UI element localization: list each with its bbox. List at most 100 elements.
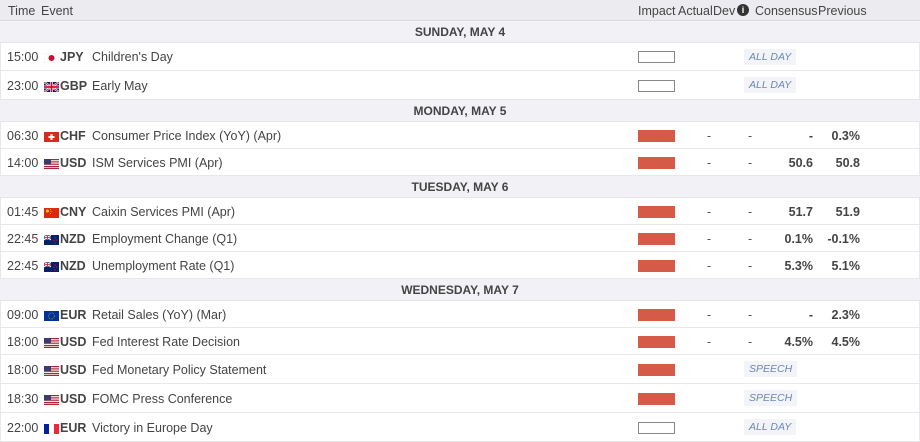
event-time: 15:00 [7,50,39,64]
currency: EUR [60,420,87,435]
event-row[interactable]: 18:30 USD FOMC Press Conference SPEECH [0,384,920,413]
consensus-value: 5.3% [784,258,814,273]
consensus-value: 50.6 [788,155,813,170]
event-name[interactable]: Retail Sales (YoY) (Mar) [92,307,227,322]
event-badge: ALL DAY [744,77,797,93]
day-header: TUESDAY, MAY 6 [0,176,920,198]
dev-value: - [748,155,753,170]
consensus-value: 4.5% [784,334,814,349]
event-name[interactable]: Children's Day [92,50,173,64]
event-name[interactable]: ISM Services PMI (Apr) [92,155,223,170]
actual-value: - [707,155,712,170]
event-name[interactable]: FOMC Press Conference [92,391,233,406]
currency: NZD [60,258,86,273]
event-time: 22:45 [7,231,39,246]
col-consensus: Consensus [755,4,818,18]
flag-usa-icon [44,337,59,348]
actual-value: - [707,231,712,246]
event-badge: SPEECH [744,390,798,406]
event-name[interactable]: Fed Interest Rate Decision [92,334,240,349]
event-row[interactable]: 06:30 CHF Consumer Price Index (YoY) (Ap… [0,122,920,149]
event-row[interactable]: 22:45 NZD Unemployment Rate (Q1) - - 5.3… [0,252,920,279]
dev-value: - [748,334,753,349]
event-time: 18:00 [7,362,39,377]
event-name[interactable]: Early May [92,78,148,93]
event-name[interactable]: Unemployment Rate (Q1) [92,258,235,273]
currency: USD [60,362,87,377]
flag-new-zealand-icon [43,234,59,245]
consensus-value: 51.7 [788,204,813,219]
flag-usa-icon [44,394,59,405]
previous-value: 51.9 [835,204,860,219]
currency: USD [60,155,87,170]
event-row[interactable]: 09:00 EUR Retail Sales (YoY) (Mar) - - -… [0,301,920,328]
event-time: 23:00 [7,78,39,93]
impact-high-indicator [638,335,675,348]
impact-none-indicator [638,421,675,434]
event-time: 14:00 [7,155,39,170]
event-badge: ALL DAY [744,419,797,435]
col-event: Event [41,4,73,18]
actual-value: - [707,128,712,143]
event-badge: SPEECH [744,361,798,377]
previous-value: 0.3% [831,128,861,143]
previous-value: 4.5% [831,334,861,349]
event-time: 18:30 [7,391,39,406]
actual-value: - [707,204,712,219]
day-header: MONDAY, MAY 5 [0,100,920,122]
currency: CHF [60,128,86,143]
event-name[interactable]: Caixin Services PMI (Apr) [92,204,236,219]
impact-high-indicator [638,392,675,405]
consensus-value: - [808,128,813,143]
event-row[interactable]: 18:00 USD Fed Interest Rate Decision - -… [0,328,920,355]
event-row[interactable]: 15:00 JPY Children's Day ALL DAY [0,43,920,71]
impact-none-indicator [638,79,675,92]
flag-japan-icon [43,52,60,64]
event-row[interactable]: 01:45 CNY Caixin Services PMI (Apr) - - … [0,198,920,225]
event-row[interactable]: 22:00 EUR Victory in Europe Day ALL DAY [0,413,920,442]
consensus-value: 0.1% [784,231,814,246]
dev-value: - [748,128,753,143]
info-icon[interactable]: i [737,4,749,16]
event-time: 09:00 [7,307,39,322]
day-header: WEDNESDAY, MAY 7 [0,279,920,301]
impact-high-indicator [638,363,675,376]
actual-value: - [707,258,712,273]
flag-china-icon [44,207,59,218]
event-badge: ALL DAY [744,48,797,65]
col-time: Time [8,4,36,18]
impact-high-indicator [638,259,675,272]
event-name[interactable]: Consumer Price Index (YoY) (Apr) [92,128,282,143]
impact-high-indicator [638,129,675,142]
event-name[interactable]: Employment Change (Q1) [92,231,238,246]
previous-value: 2.3% [831,307,861,322]
currency: USD [60,391,87,406]
currency: JPY [60,50,84,64]
event-time: 22:00 [7,420,39,435]
impact-none-indicator [638,51,675,63]
dev-value: - [748,204,753,219]
event-row[interactable]: 14:00 USD ISM Services PMI (Apr) - - 50.… [0,149,920,176]
previous-value: -0.1% [827,231,860,246]
event-name[interactable]: Victory in Europe Day [92,420,213,435]
flag-new-zealand-icon [43,261,59,272]
event-row[interactable]: 18:00 USD Fed Monetary Policy Statement … [0,355,920,384]
impact-high-indicator [638,205,675,218]
dev-value: - [748,231,753,246]
actual-value: - [707,307,712,322]
event-row[interactable]: 23:00 GBP Early May ALL DAY [0,71,920,100]
event-name[interactable]: Fed Monetary Policy Statement [92,362,267,377]
flag-france-icon [44,423,59,434]
impact-high-indicator [638,156,675,169]
event-time: 22:45 [7,258,39,273]
consensus-value: - [808,307,813,322]
impact-high-indicator [638,308,675,321]
dev-value: - [748,258,753,273]
day-header: SUNDAY, MAY 4 [0,21,920,43]
impact-high-indicator [638,232,675,245]
flag-eu-icon [44,310,59,321]
event-row[interactable]: 22:45 NZD Employment Change (Q1) - - 0.1… [0,225,920,252]
currency: USD [60,334,87,349]
event-time: 18:00 [7,334,39,349]
currency: NZD [60,231,86,246]
